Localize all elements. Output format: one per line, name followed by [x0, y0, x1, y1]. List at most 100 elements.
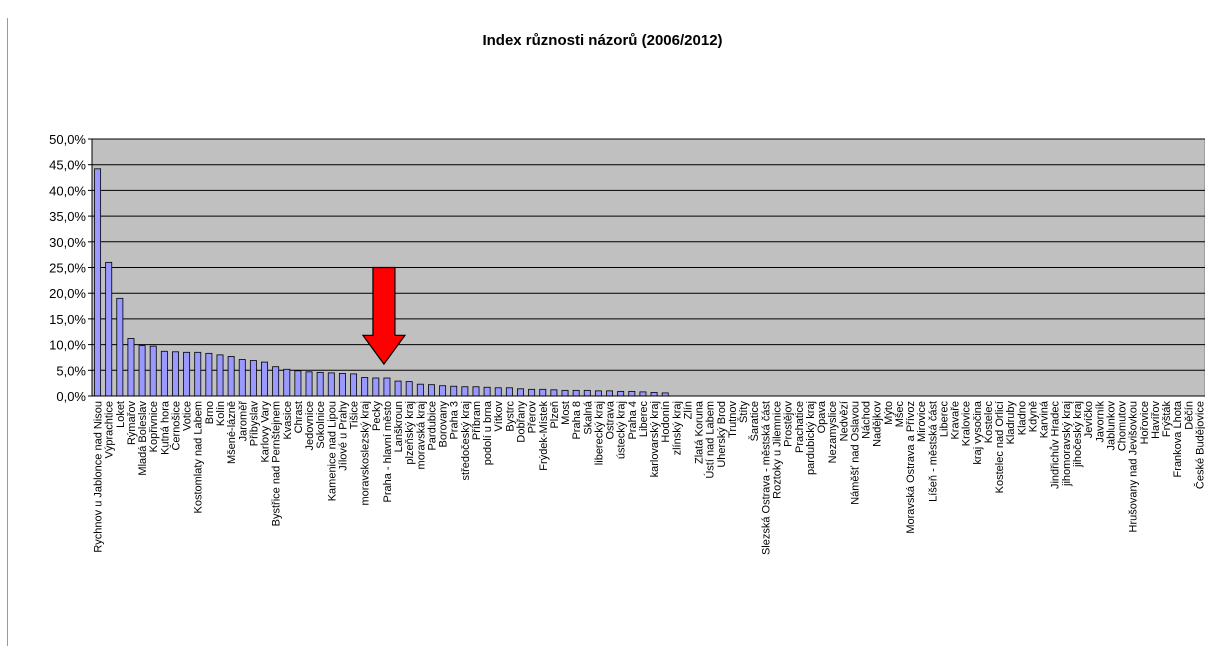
x-tick-label: moravská kraj	[415, 401, 427, 469]
x-tick-label: Kvasice	[282, 401, 294, 440]
x-tick-label: Mýto	[883, 401, 895, 425]
x-tick-label: Líšeň - městská část	[927, 401, 939, 502]
x-tick-label: Javorník	[1094, 401, 1106, 443]
x-tick-label: Pardubice	[426, 401, 438, 451]
x-tick-label: Pecky	[371, 401, 383, 431]
x-tick-label: Liberec	[638, 401, 650, 438]
bar	[294, 370, 302, 397]
x-tick-label: Moravská Ostrava a Přívoz	[905, 401, 917, 534]
x-tick-label: Náchod	[861, 401, 873, 439]
x-tick-label: Nedvězí	[838, 401, 850, 441]
x-tick-label: jihomoravský kraj	[1061, 401, 1073, 487]
x-tick-label: Mirovice	[916, 401, 928, 442]
x-tick-label: Havířov	[1150, 401, 1162, 439]
bar	[483, 386, 491, 397]
x-tick-label: Hořovice	[1139, 401, 1151, 444]
x-tick-label: Frýšták	[1161, 401, 1173, 438]
bar	[172, 351, 179, 397]
x-tick-label: Kravaře	[950, 401, 962, 440]
x-tick-label: Hrušovany nad Jevišovkou	[1128, 401, 1140, 532]
x-tick-label: zlínský kraj	[671, 401, 683, 455]
x-tick-label: Kamenice nad Lipou	[326, 401, 338, 501]
bar	[539, 388, 547, 397]
x-tick-label: Kladno	[1016, 401, 1028, 435]
x-tick-label: Kolín	[215, 401, 227, 426]
bar	[194, 351, 202, 397]
x-tick-label: ústecký kraj	[616, 401, 628, 459]
bar	[116, 297, 124, 397]
x-tick-label: Jablunkov	[1105, 401, 1117, 451]
bar	[572, 389, 580, 397]
x-tick-label: moravskoslezský kraj	[360, 401, 372, 506]
bar	[416, 383, 424, 397]
bar	[160, 350, 168, 397]
x-tick-label: Karlovy Vary	[260, 401, 272, 463]
x-tick-label: Dobřany	[516, 401, 528, 443]
y-tick-label: 5,0%	[56, 363, 86, 378]
bar	[461, 386, 469, 397]
x-tick-label: Opava	[816, 400, 828, 433]
x-tick-label: Rýmařov	[126, 401, 138, 446]
bar	[127, 338, 135, 397]
bar	[183, 351, 191, 397]
y-tick-label: 35,0%	[49, 209, 86, 224]
x-tick-label: Tišice	[349, 401, 361, 429]
bar	[205, 352, 213, 397]
x-tick-label: Kralovice	[961, 401, 973, 446]
y-tick-label: 20,0%	[49, 286, 86, 301]
bar	[505, 387, 513, 397]
bar	[227, 356, 235, 397]
x-tick-label: kraj vysočina	[972, 400, 984, 464]
bar	[617, 390, 625, 397]
bar	[350, 373, 358, 397]
x-tick-label: Kdyně	[1027, 401, 1039, 432]
x-tick-label: Prachatice	[794, 401, 806, 453]
y-tick-label: 50,0%	[49, 132, 86, 147]
x-tick-label: Prostějov	[783, 401, 795, 447]
x-tick-label: Kostelec	[983, 401, 995, 444]
x-tick-label: Praha 8	[571, 401, 583, 440]
x-tick-label: Zlín	[682, 401, 694, 419]
bar	[305, 371, 313, 397]
x-tick-label: Kladruby	[1005, 401, 1017, 445]
y-tick-label: 45,0%	[49, 158, 86, 173]
x-tick-label: Černošice	[169, 401, 182, 451]
bar	[361, 377, 369, 397]
bar	[428, 384, 435, 397]
bar	[383, 377, 391, 397]
bar	[494, 387, 502, 397]
x-tick-label: Jílové u Prahy	[337, 401, 349, 471]
bar	[561, 389, 569, 397]
y-tick-label: 10,0%	[49, 338, 86, 353]
x-tick-label: Zlatá Koruna	[694, 400, 706, 464]
y-tick-label: 0,0%	[56, 389, 86, 404]
bar	[272, 366, 280, 397]
bar	[405, 381, 413, 397]
x-tick-label: Frankova Lhota	[1172, 400, 1184, 477]
x-tick-label: Nezamyslice	[827, 401, 839, 463]
x-tick-label: Kutná hora	[159, 400, 171, 455]
bar	[606, 390, 614, 397]
x-tick-label: Výprachtice	[104, 401, 116, 458]
x-tick-label: Vítkov	[493, 401, 505, 432]
x-tick-label: Uherský Brod	[716, 401, 728, 468]
x-tick-label: Borovany	[438, 401, 450, 448]
x-tick-label: středočeský kraj	[460, 401, 472, 480]
bar	[316, 371, 324, 397]
bar	[238, 359, 246, 397]
y-tick-label: 25,0%	[49, 261, 86, 276]
x-tick-label: Mšec	[894, 401, 906, 428]
x-tick-label: Praha 4	[627, 401, 639, 440]
x-tick-label: podolí u brna	[482, 400, 494, 465]
x-tick-label: Bystrc	[504, 401, 516, 432]
x-tick-label: Nadějkov	[872, 401, 884, 447]
y-tick-label: 30,0%	[49, 235, 86, 250]
x-tick-label: Děčín	[1183, 401, 1195, 430]
bar	[338, 372, 346, 397]
x-tick-label: Frýdek-Místek	[538, 401, 550, 471]
bar	[472, 386, 480, 397]
bar	[216, 354, 224, 397]
bar	[105, 261, 113, 397]
x-tick-label: Liberec	[938, 401, 950, 438]
x-tick-label: Praha - hlavní město	[382, 401, 394, 503]
